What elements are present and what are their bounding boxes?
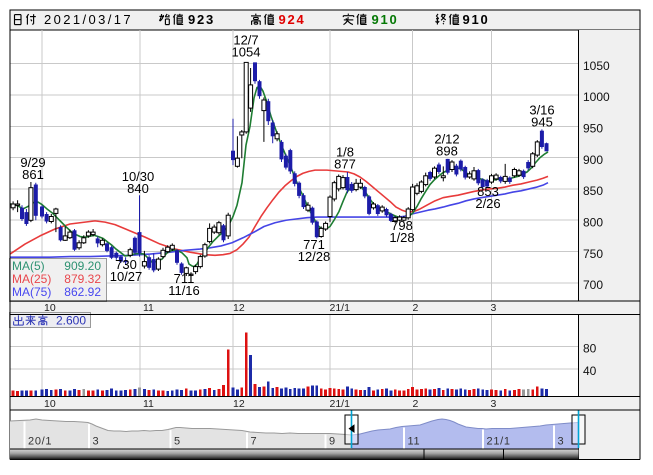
svg-text:862.92: 862.92 xyxy=(64,285,101,299)
svg-text:879.32: 879.32 xyxy=(64,272,101,286)
svg-text:711: 711 xyxy=(174,271,195,286)
svg-text:2: 2 xyxy=(413,302,419,314)
svg-text:11: 11 xyxy=(408,436,421,448)
svg-text:750: 750 xyxy=(583,247,603,261)
svg-text:3: 3 xyxy=(558,436,565,448)
svg-text:853: 853 xyxy=(477,184,499,199)
svg-text:MA(25): MA(25) xyxy=(12,272,51,286)
svg-text:10: 10 xyxy=(44,302,56,314)
svg-text:MA(5): MA(5) xyxy=(12,259,45,273)
svg-text:840: 840 xyxy=(127,181,149,196)
svg-text:9: 9 xyxy=(329,436,336,448)
svg-text:40: 40 xyxy=(583,364,597,378)
svg-text:11: 11 xyxy=(143,398,154,410)
svg-text:80: 80 xyxy=(583,342,597,356)
svg-text:5: 5 xyxy=(174,436,181,448)
svg-text:850: 850 xyxy=(583,184,603,198)
svg-text:2.600: 2.600 xyxy=(56,314,86,328)
svg-text:900: 900 xyxy=(583,153,603,167)
svg-text:898: 898 xyxy=(436,144,458,159)
svg-text:950: 950 xyxy=(583,122,603,136)
svg-text:12/28: 12/28 xyxy=(298,249,331,264)
svg-text:10: 10 xyxy=(44,398,56,410)
svg-text:10/27: 10/27 xyxy=(110,269,143,284)
svg-text:798: 798 xyxy=(391,218,413,233)
svg-text:3/16: 3/16 xyxy=(529,103,554,118)
svg-text:3: 3 xyxy=(491,302,497,314)
svg-text:7: 7 xyxy=(251,436,258,448)
svg-text:730: 730 xyxy=(115,257,137,272)
svg-text:861: 861 xyxy=(22,167,44,182)
svg-text:2021/03/17: 2021/03/17 xyxy=(44,12,133,27)
svg-text:700: 700 xyxy=(583,278,603,292)
svg-text:12/7: 12/7 xyxy=(233,33,258,48)
svg-text:9/29: 9/29 xyxy=(20,155,45,170)
svg-text:924: 924 xyxy=(279,12,306,27)
svg-text:1/28: 1/28 xyxy=(389,230,414,245)
svg-text:21/1: 21/1 xyxy=(330,398,351,410)
svg-text:1050: 1050 xyxy=(583,59,610,73)
svg-text:12: 12 xyxy=(233,398,245,410)
svg-text:21/1: 21/1 xyxy=(487,436,511,448)
svg-text:11: 11 xyxy=(143,302,154,314)
svg-text:910: 910 xyxy=(463,12,490,27)
svg-text:877: 877 xyxy=(334,157,356,172)
svg-text:909.20: 909.20 xyxy=(64,259,101,273)
svg-text:20/1: 20/1 xyxy=(28,436,52,448)
svg-text:1000: 1000 xyxy=(583,90,610,104)
svg-text:MA(75): MA(75) xyxy=(12,285,51,299)
svg-text:21/1: 21/1 xyxy=(330,302,351,314)
svg-text:2/26: 2/26 xyxy=(475,196,500,211)
svg-text:1054: 1054 xyxy=(232,45,261,60)
svg-text:1/8: 1/8 xyxy=(336,145,354,160)
svg-text:923: 923 xyxy=(188,12,215,27)
svg-text:800: 800 xyxy=(583,215,603,229)
svg-text:771: 771 xyxy=(303,237,325,252)
svg-text:12: 12 xyxy=(233,302,245,314)
svg-text:945: 945 xyxy=(531,115,553,130)
svg-text:3: 3 xyxy=(93,436,100,448)
svg-text:11/16: 11/16 xyxy=(168,283,200,298)
svg-text:3: 3 xyxy=(491,398,497,410)
svg-text:10/30: 10/30 xyxy=(122,169,155,184)
svg-text:910: 910 xyxy=(372,12,399,27)
svg-text:2: 2 xyxy=(413,398,419,410)
svg-text:2/12: 2/12 xyxy=(434,132,459,147)
